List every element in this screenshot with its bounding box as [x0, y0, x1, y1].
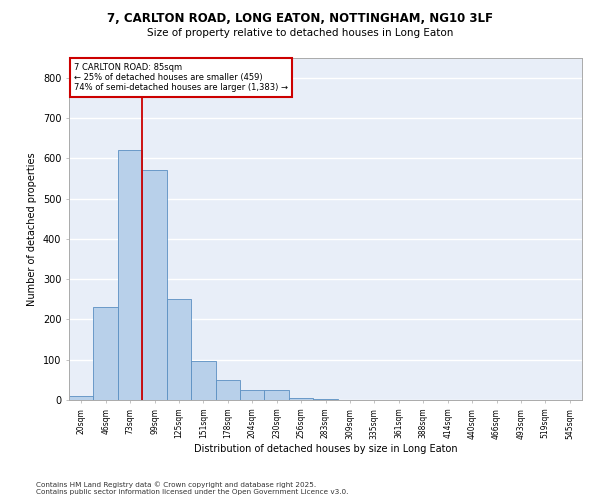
- Bar: [142, 170, 167, 400]
- Bar: [167, 300, 191, 400]
- Text: 7 CARLTON ROAD: 85sqm
← 25% of detached houses are smaller (459)
74% of semi-det: 7 CARLTON ROAD: 85sqm ← 25% of detached …: [74, 62, 288, 92]
- Bar: [215, 380, 240, 400]
- Bar: [94, 306, 118, 400]
- Bar: [289, 398, 313, 400]
- Text: Contains HM Land Registry data © Crown copyright and database right 2025.
Contai: Contains HM Land Registry data © Crown c…: [36, 482, 349, 495]
- X-axis label: Distribution of detached houses by size in Long Eaton: Distribution of detached houses by size …: [194, 444, 457, 454]
- Y-axis label: Number of detached properties: Number of detached properties: [28, 152, 37, 306]
- Bar: [240, 390, 265, 400]
- Bar: [265, 390, 289, 400]
- Text: Size of property relative to detached houses in Long Eaton: Size of property relative to detached ho…: [147, 28, 453, 38]
- Text: 7, CARLTON ROAD, LONG EATON, NOTTINGHAM, NG10 3LF: 7, CARLTON ROAD, LONG EATON, NOTTINGHAM,…: [107, 12, 493, 26]
- Bar: [69, 396, 94, 400]
- Bar: [118, 150, 142, 400]
- Bar: [313, 399, 338, 400]
- Bar: [191, 361, 215, 400]
